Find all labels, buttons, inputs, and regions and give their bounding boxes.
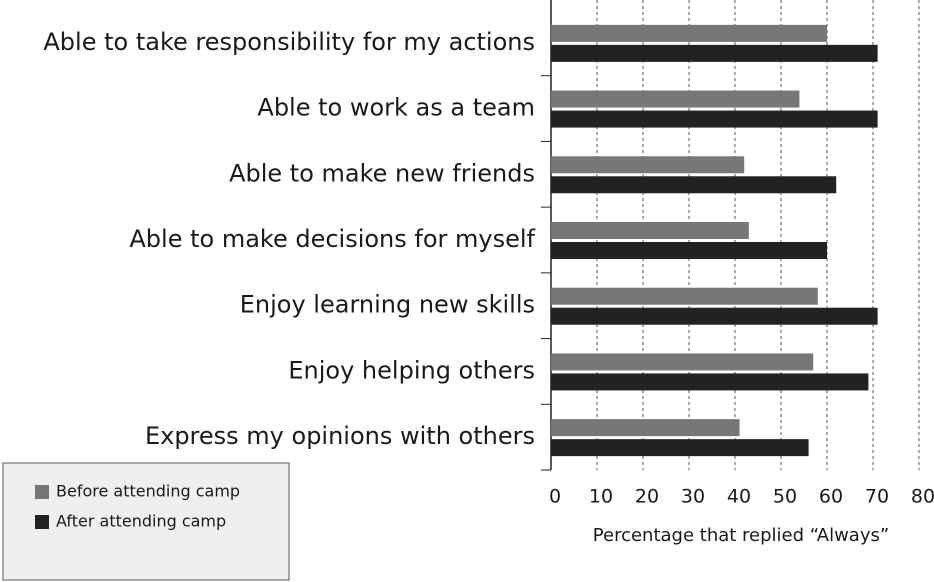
x-tick-label: 80: [911, 486, 934, 508]
bar: [551, 439, 809, 457]
y-tick-label: Able to make new friends: [229, 159, 535, 187]
bar: [551, 307, 878, 325]
legend-swatch: [35, 515, 49, 529]
bar: [551, 242, 827, 259]
y-tick-label: Able to take responsibility for my actio…: [43, 28, 535, 56]
y-tick-label: Enjoy helping others: [288, 356, 535, 384]
bar: [551, 110, 878, 128]
x-tick-label: 70: [865, 486, 889, 508]
legend-swatch: [35, 485, 49, 499]
bar: [551, 156, 745, 174]
y-tick-label: Able to work as a team: [257, 94, 535, 122]
bar: [551, 90, 800, 108]
bar: [551, 176, 837, 194]
bar: [551, 222, 749, 239]
bar: [551, 44, 878, 62]
x-tick-label: 60: [819, 486, 843, 508]
bar: [551, 24, 827, 42]
bar: [551, 373, 869, 391]
y-tick-label: Express my opinions with others: [145, 422, 535, 450]
legend-label: Before attending camp: [56, 482, 240, 501]
x-tick-label: 10: [589, 486, 613, 508]
bar: [551, 353, 814, 371]
x-tick-label: 40: [727, 486, 751, 508]
x-tick-label: 20: [635, 486, 659, 508]
x-tick-label: 50: [773, 486, 797, 508]
y-tick-label: Able to make decisions for myself: [129, 225, 535, 253]
bar: [551, 287, 818, 305]
y-tick-label: Enjoy learning new skills: [240, 291, 535, 319]
x-tick-label: 30: [681, 486, 705, 508]
x-axis-label: Percentage that replied “Always”: [593, 525, 889, 546]
legend-label: After attending camp: [56, 512, 226, 531]
x-tick-label: 0: [549, 486, 561, 508]
bar: [551, 419, 740, 437]
legend-box: [2, 462, 290, 581]
